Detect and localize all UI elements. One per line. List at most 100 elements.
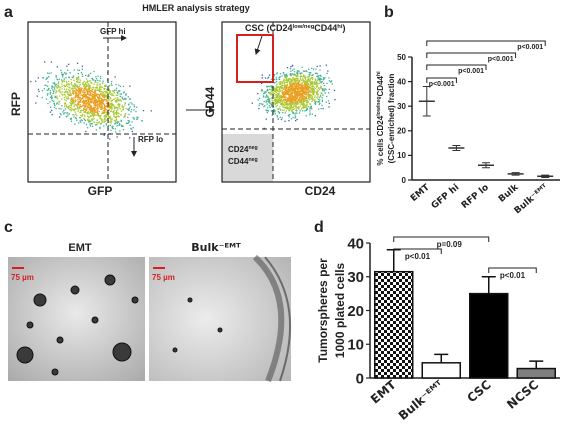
event <box>93 101 95 103</box>
event <box>291 109 293 111</box>
event <box>56 90 58 93</box>
event <box>84 95 86 98</box>
event <box>303 70 306 72</box>
event <box>101 111 104 113</box>
event <box>258 104 260 107</box>
event <box>77 90 79 92</box>
event <box>294 105 296 107</box>
event <box>89 89 91 91</box>
event <box>287 100 289 102</box>
event <box>281 102 284 105</box>
event <box>291 103 294 105</box>
event <box>286 106 288 108</box>
event <box>72 99 74 101</box>
event <box>79 79 81 81</box>
event <box>289 101 291 103</box>
event <box>298 90 300 93</box>
event <box>115 113 117 115</box>
event <box>79 87 81 89</box>
event <box>276 72 278 74</box>
event <box>278 94 280 97</box>
event <box>114 106 116 108</box>
event <box>301 94 303 96</box>
event <box>88 96 90 99</box>
event <box>110 104 113 106</box>
event <box>279 81 281 83</box>
event <box>50 61 53 63</box>
event <box>281 104 283 106</box>
event <box>95 129 97 131</box>
event <box>299 73 302 75</box>
event <box>281 109 284 111</box>
event <box>92 86 94 88</box>
event <box>69 91 71 93</box>
significance-bracket <box>488 267 537 273</box>
p-value: p<0.001 <box>458 68 484 75</box>
event <box>105 91 107 93</box>
event <box>85 74 87 76</box>
event <box>297 70 300 72</box>
event <box>286 102 288 105</box>
event <box>93 110 95 113</box>
event <box>113 113 115 116</box>
event <box>65 97 67 99</box>
event <box>294 117 296 119</box>
event <box>261 88 263 91</box>
event <box>302 110 304 112</box>
event <box>286 99 288 101</box>
event <box>289 81 291 84</box>
event <box>58 85 60 87</box>
event <box>306 108 309 110</box>
event <box>45 78 47 81</box>
event <box>85 81 87 83</box>
event <box>66 106 69 108</box>
event <box>91 90 93 93</box>
event <box>63 84 65 87</box>
event <box>87 105 89 107</box>
x-tick-label: CSC <box>464 377 493 405</box>
event <box>274 99 276 101</box>
event <box>51 85 54 87</box>
event <box>99 106 102 108</box>
event <box>287 88 289 91</box>
event <box>59 92 61 94</box>
event <box>276 73 278 75</box>
gate-region <box>222 134 273 182</box>
event <box>73 97 75 99</box>
event <box>92 111 94 113</box>
event <box>295 79 297 81</box>
event <box>320 81 322 83</box>
event <box>294 90 296 93</box>
event <box>318 75 320 77</box>
event <box>275 95 278 97</box>
event <box>87 99 89 101</box>
event <box>301 85 303 87</box>
event <box>278 86 280 88</box>
event <box>284 84 286 86</box>
event <box>81 115 83 117</box>
event <box>59 113 61 115</box>
event <box>271 98 273 100</box>
p-value: p<0.01 <box>405 252 431 261</box>
event <box>273 75 275 77</box>
event <box>99 96 101 98</box>
event <box>274 100 277 102</box>
event <box>66 98 68 100</box>
event <box>298 91 300 93</box>
event <box>278 82 281 84</box>
event <box>104 92 107 94</box>
event <box>311 86 313 88</box>
sphere <box>112 342 132 362</box>
event <box>115 101 118 103</box>
event <box>77 73 79 75</box>
event <box>295 106 297 108</box>
event <box>266 99 269 101</box>
event <box>319 65 321 67</box>
event <box>289 104 291 106</box>
event <box>280 82 282 85</box>
event <box>90 107 93 109</box>
event <box>113 119 116 121</box>
event <box>284 102 287 104</box>
event <box>114 100 116 102</box>
event <box>268 92 270 94</box>
